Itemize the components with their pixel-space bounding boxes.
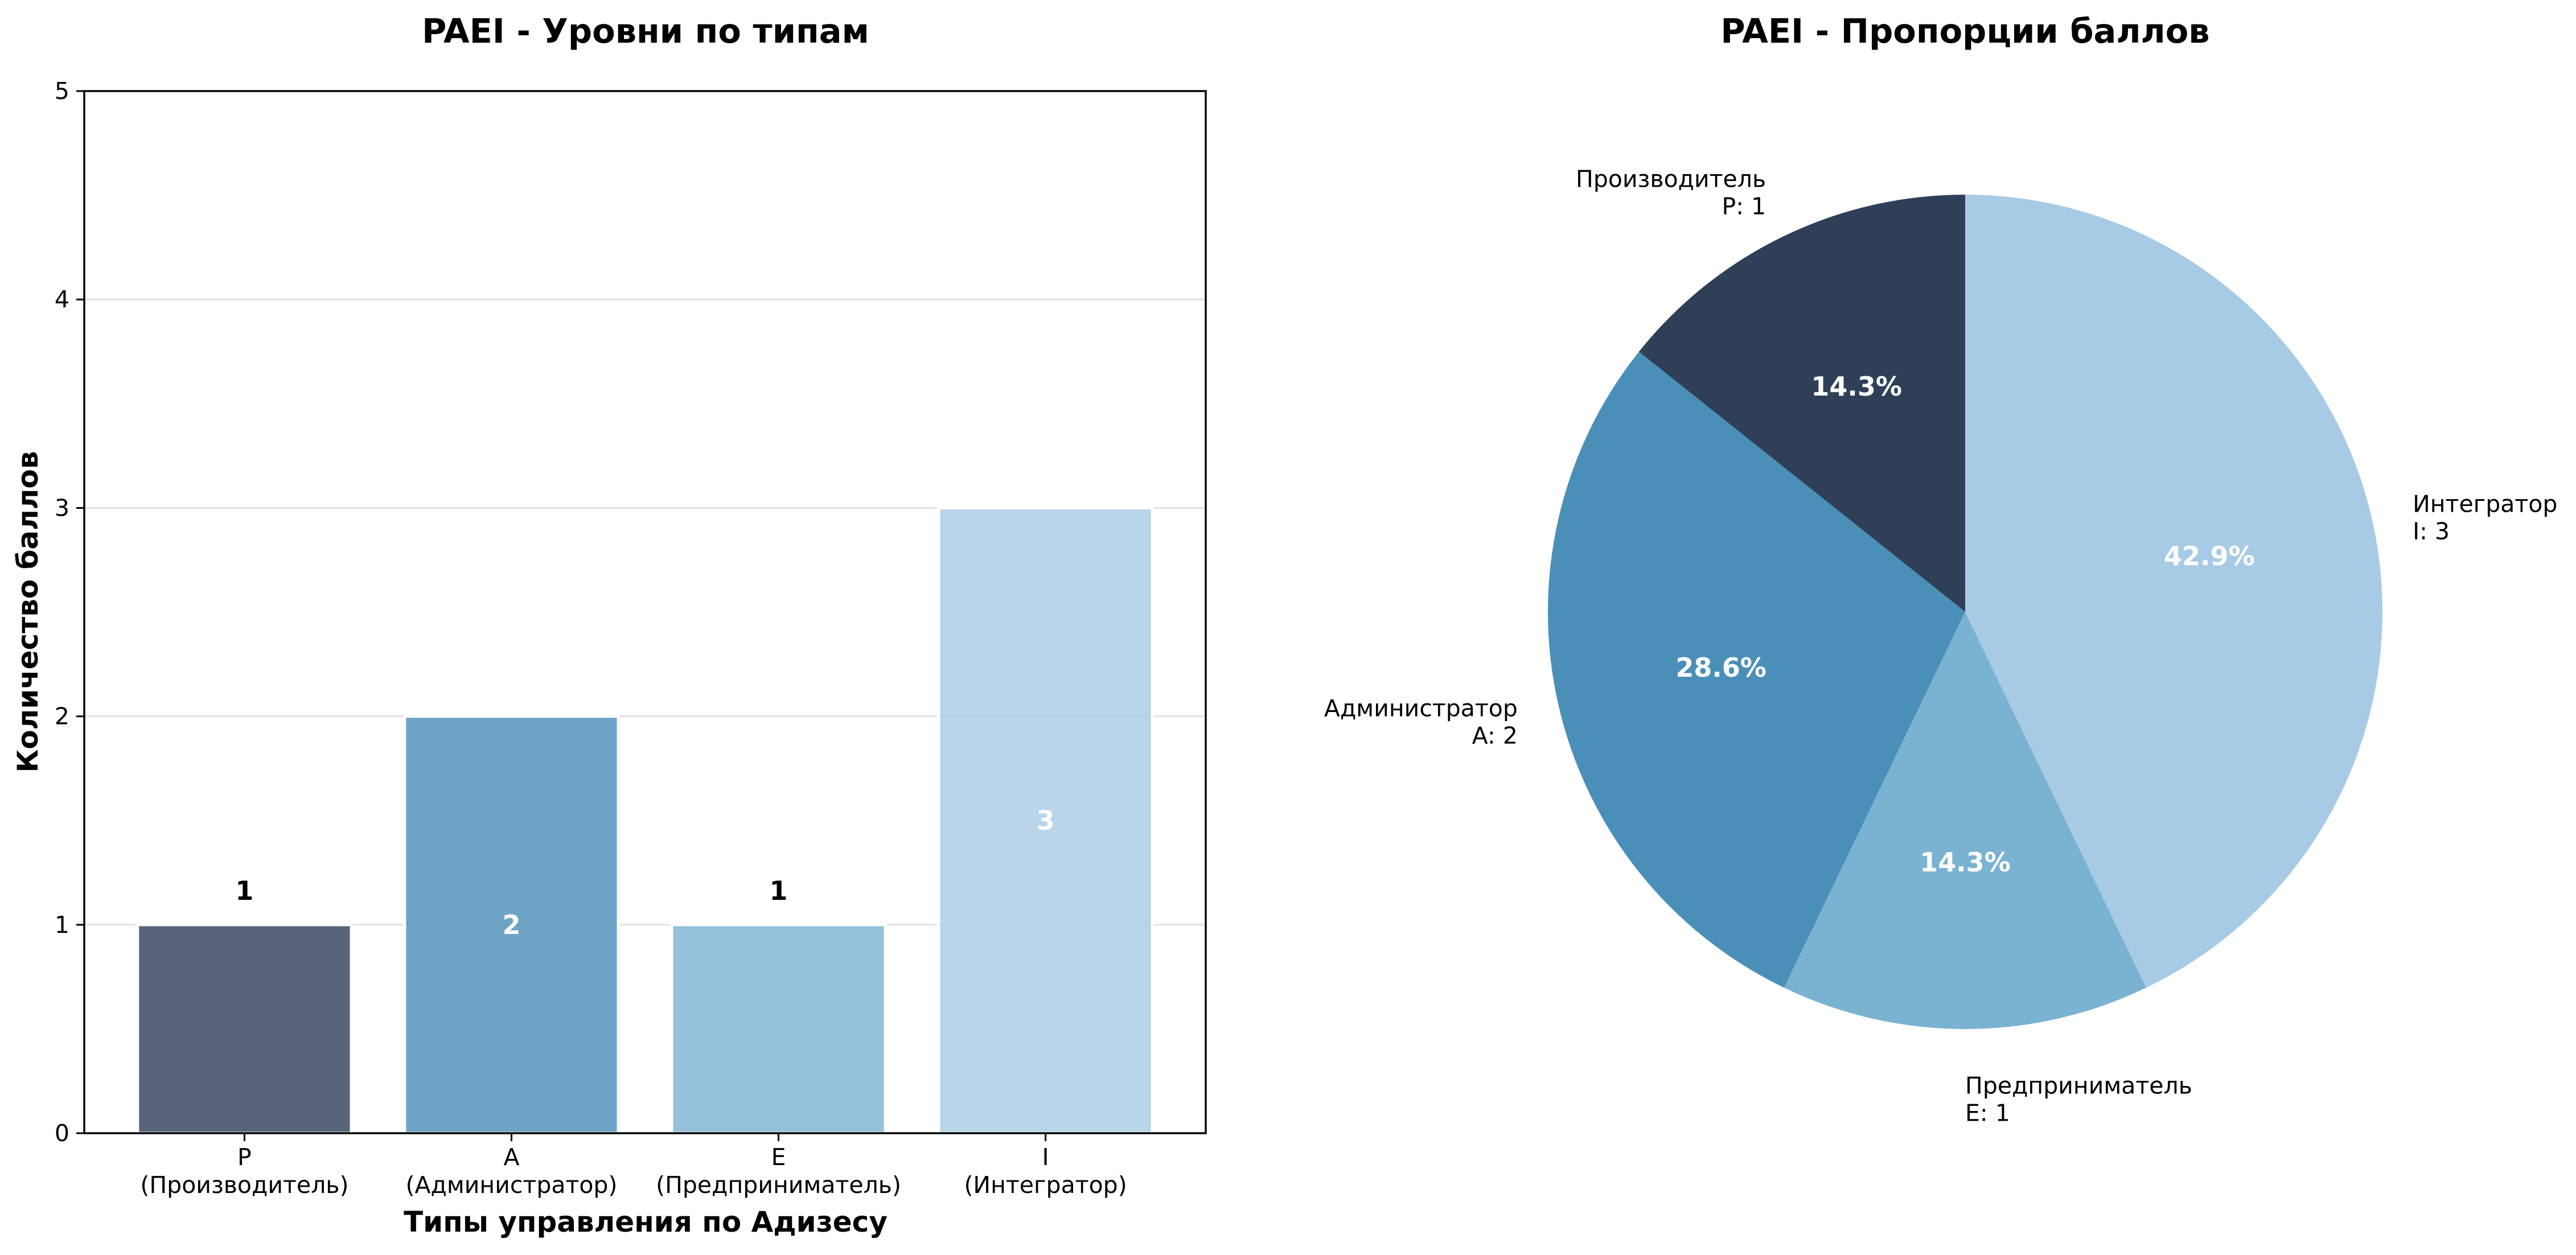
x-tick-sublabel: (Интегратор)	[964, 1171, 1127, 1199]
pie-chart-title: PAEI - Пропорции баллов	[1720, 11, 2209, 51]
bar-chart-value-labels: 1 2 1 3	[235, 805, 1054, 940]
pie-slice-A	[1548, 351, 1965, 988]
y-tick-label: 5	[55, 77, 69, 105]
bar-E	[670, 923, 887, 1135]
bar-A	[403, 715, 620, 1135]
bar-value-label: 3	[1037, 805, 1055, 836]
y-tick-label: 4	[55, 286, 69, 313]
bar-chart-plot-frame	[83, 90, 1207, 1134]
x-tick-label: A	[503, 1143, 519, 1171]
x-tick-label: I	[1042, 1143, 1049, 1171]
pie-slice-name-label: Предприниматель	[1965, 1072, 2192, 1099]
bar-value-label: 1	[235, 875, 253, 906]
bar-value-label: 2	[502, 910, 520, 940]
y-tick-label: 2	[55, 703, 69, 730]
pie-percent-label: 42.9%	[2164, 541, 2255, 571]
x-tick-label: E	[771, 1143, 786, 1171]
x-tick-sublabel: (Производитель)	[140, 1171, 348, 1199]
y-tick-label: 1	[55, 911, 69, 939]
pie-slice-value-label: P: 1	[1722, 193, 1766, 220]
pie-chart-slices	[1548, 195, 2382, 1029]
bar-chart-y-axis-label: Количество баллов	[11, 451, 44, 772]
pie-slice-name-label: Интегратор	[2413, 491, 2557, 518]
pie-chart-panel: PAEI - Пропорции баллов 14.3% Производите…	[1324, 11, 2557, 1126]
x-tick-label: P	[237, 1143, 252, 1171]
pie-slice-I	[1965, 195, 2382, 988]
pie-slice-value-label: E: 1	[1965, 1099, 2010, 1126]
pie-percent-label: 14.3%	[1811, 371, 1902, 402]
pie-slice-value-label: I: 3	[2413, 518, 2450, 545]
pie-slice-name-label: Производитель	[1576, 166, 1766, 193]
pie-slice-name-label: Администратор	[1324, 694, 1518, 722]
y-tick-label: 0	[55, 1120, 69, 1147]
x-tick-sublabel: (Предприниматель)	[656, 1171, 901, 1199]
bar-P	[136, 923, 353, 1135]
bar-chart-title: PAEI - Уровни по типам	[422, 11, 869, 51]
pie-slice-P	[1638, 195, 1965, 612]
pie-slice-E	[1784, 612, 2147, 1029]
bar-value-label: 1	[770, 875, 788, 906]
pie-percent-label: 28.6%	[1675, 652, 1766, 683]
pie-slice-value-label: A: 2	[1472, 722, 1518, 749]
bar-chart-x-axis-label: Типы управления по Адизесу	[404, 1205, 888, 1238]
x-tick-sublabel: (Администратор)	[405, 1171, 617, 1199]
bar-I	[937, 506, 1154, 1135]
bar-chart-panel: PAEI - Уровни по типам 0 1 2 3 4 5 P(Производ…	[11, 11, 1207, 1238]
y-tick-label: 3	[55, 494, 69, 521]
pie-percent-label: 14.3%	[1920, 847, 2011, 878]
bar-chart-y-ticks: 0 1 2 3 4 5	[55, 77, 84, 1147]
bar-chart-x-ticks: P(Производитель) A(Администратор) E(Предпр…	[140, 1133, 1127, 1199]
